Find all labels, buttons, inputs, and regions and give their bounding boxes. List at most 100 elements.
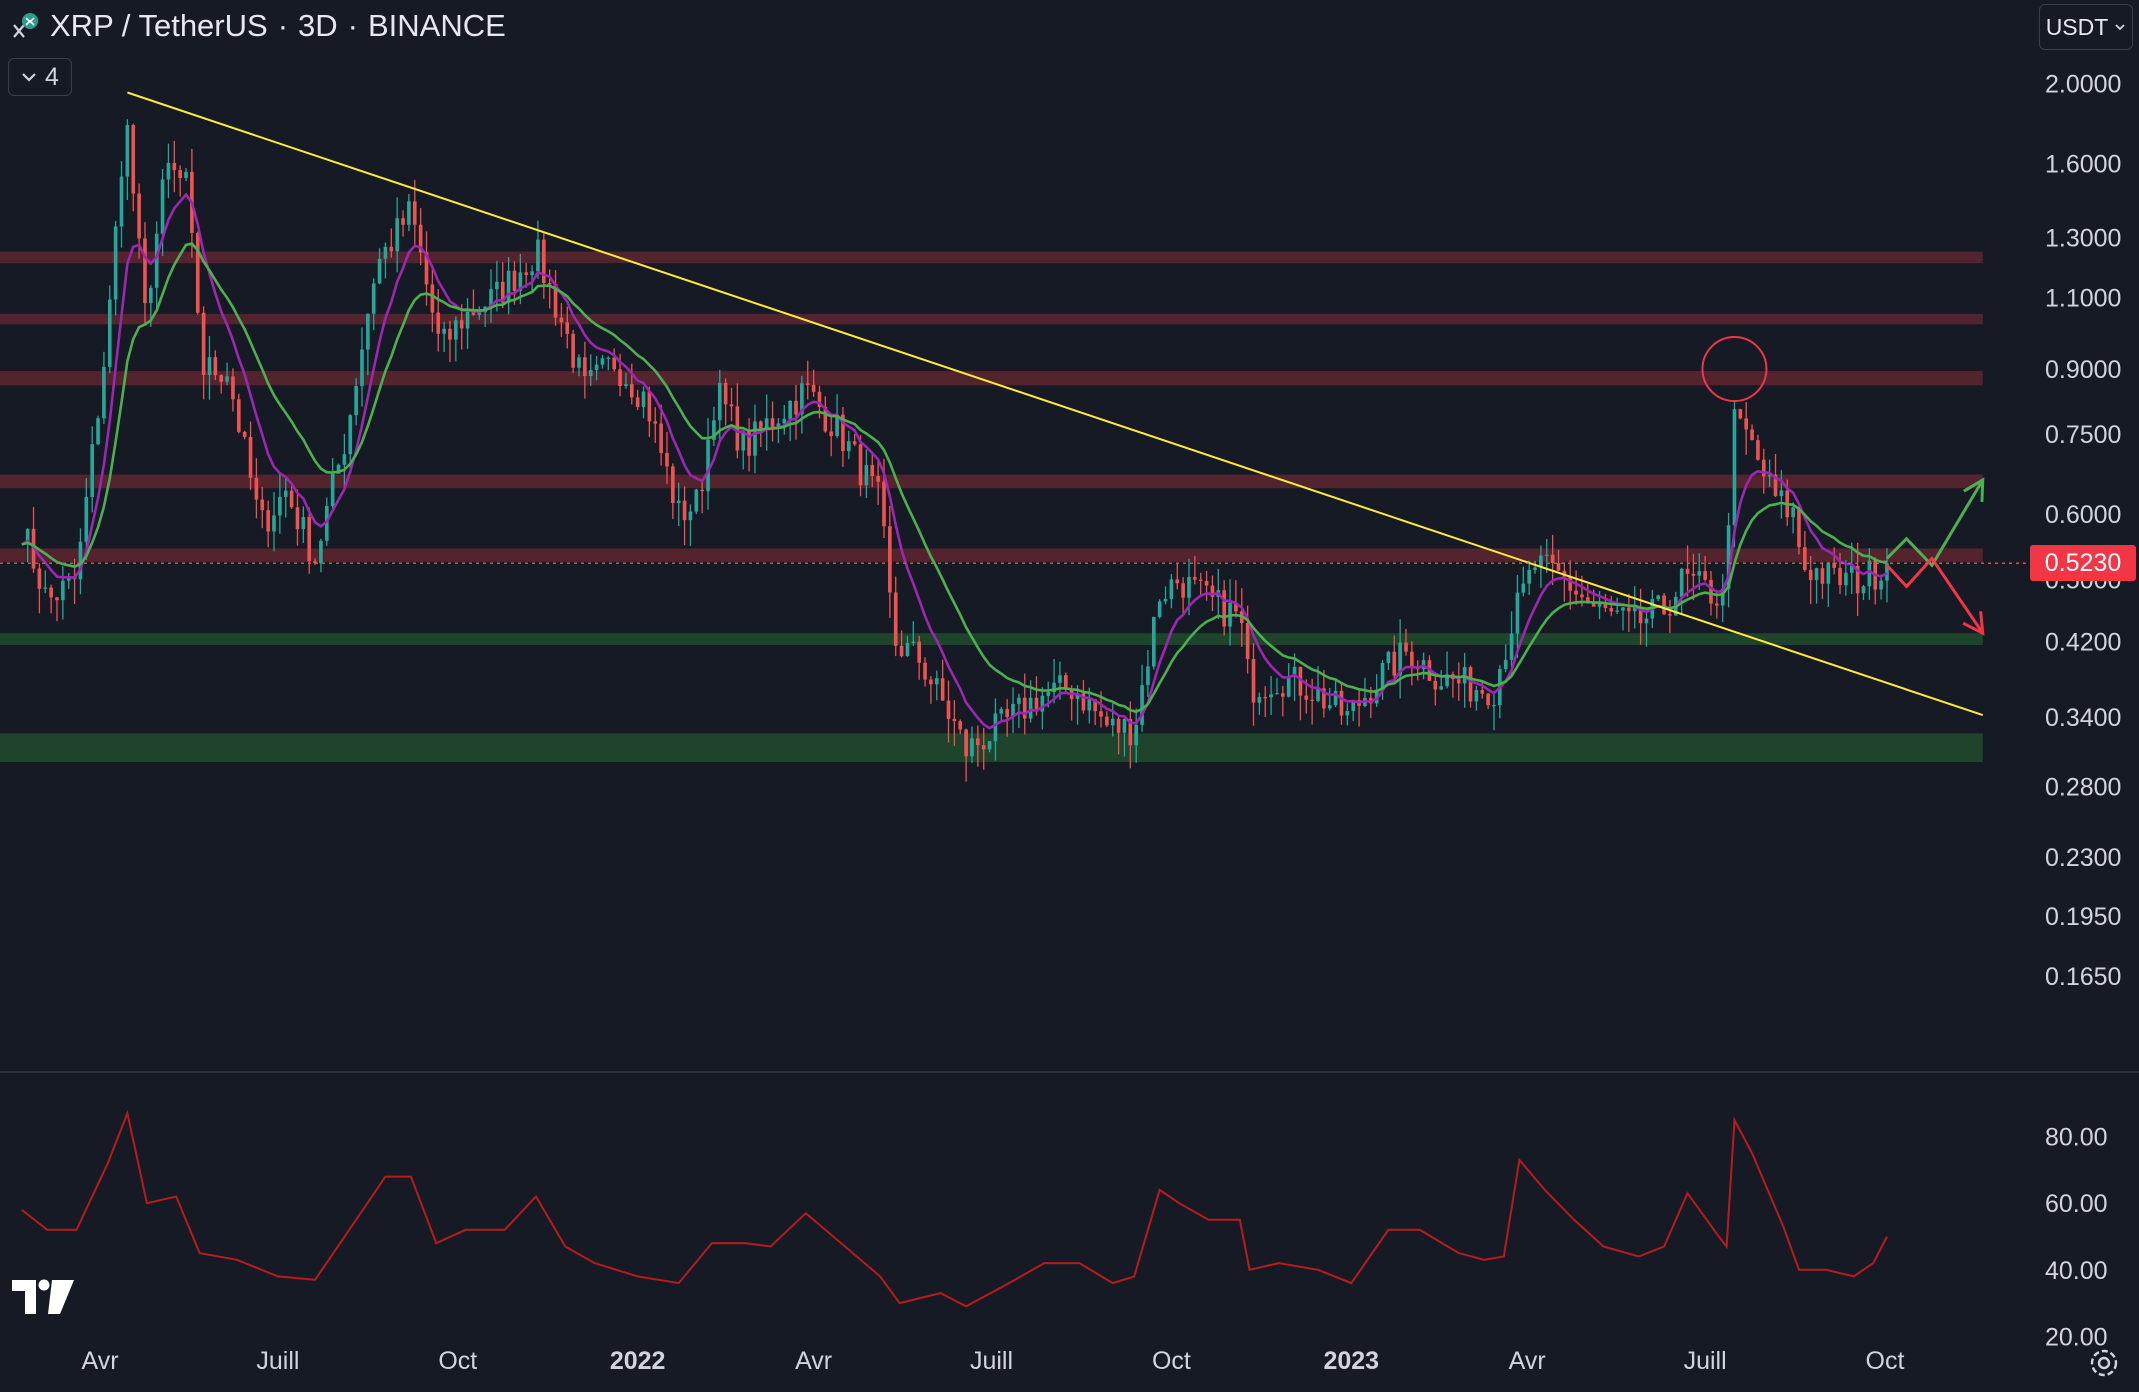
exchange-label: BINANCE — [367, 8, 506, 43]
candle-body — [1093, 699, 1097, 712]
candle-body — [1005, 709, 1009, 717]
candle-body — [1638, 606, 1643, 624]
candle-body — [412, 201, 417, 225]
candle-body — [1685, 568, 1690, 574]
candle-body — [1327, 705, 1332, 709]
candle-body — [113, 226, 118, 300]
candle-body — [1515, 592, 1520, 634]
candle-body — [1539, 555, 1543, 568]
indicators-collapse-button[interactable]: 4 — [8, 58, 72, 96]
candle-body — [1380, 662, 1385, 690]
candle-body — [1099, 711, 1103, 717]
candle-body — [236, 399, 241, 432]
tradingview-logo-icon[interactable] — [12, 1278, 74, 1316]
time-axis-label: Avr — [795, 1347, 832, 1375]
candle-body — [1022, 697, 1027, 719]
candle-body — [800, 383, 804, 415]
candle-body — [1456, 679, 1461, 684]
ma-fast-line — [21, 192, 1888, 730]
candle-body — [1105, 716, 1109, 726]
candle-body — [1234, 602, 1238, 612]
candle-body — [307, 517, 312, 562]
candle-body — [330, 473, 335, 507]
candle-body — [1797, 507, 1801, 548]
candle-body — [841, 414, 845, 452]
candle-body — [1017, 697, 1021, 704]
candle-body — [1621, 607, 1625, 611]
gear-icon[interactable] — [2087, 1346, 2121, 1380]
candle-body — [618, 369, 622, 387]
candle-body — [1445, 674, 1449, 687]
candle-body — [418, 224, 423, 253]
candle-body — [348, 415, 353, 455]
candle-body — [1527, 570, 1531, 584]
price-axis-label: 0.2800 — [2045, 774, 2121, 802]
price-axis-label: 0.6000 — [2045, 501, 2121, 529]
candle-body — [125, 125, 130, 177]
interval-label[interactable]: 3D — [298, 8, 338, 43]
candle-body — [248, 436, 253, 478]
symbol-header: XRP / TetherUS · 3D · BINANCE — [10, 8, 506, 44]
candle-body — [371, 283, 376, 314]
candle-body — [594, 364, 599, 371]
candle-body — [96, 418, 100, 445]
candle-body — [1832, 562, 1836, 568]
candle-body — [1386, 651, 1391, 663]
candle-body — [940, 678, 945, 701]
candle-body — [1292, 666, 1297, 677]
candle-body — [764, 418, 769, 429]
time-axis-label: 2022 — [610, 1347, 666, 1375]
candle-body — [1509, 633, 1514, 660]
candle-body — [1058, 675, 1062, 683]
resistance-zone — [0, 474, 1983, 489]
candle-body — [753, 421, 757, 456]
candle-body — [1046, 691, 1051, 696]
candle-body — [1586, 597, 1590, 604]
candle-body — [1110, 718, 1115, 726]
candle-body — [1157, 601, 1162, 617]
candle-body — [1803, 547, 1807, 570]
candle-body — [1820, 568, 1825, 584]
candle-body — [1122, 719, 1127, 733]
candle-body — [1169, 579, 1174, 600]
close-icon[interactable] — [10, 11, 40, 41]
candle-body — [1773, 474, 1778, 497]
price-axis-label: 0.2300 — [2045, 844, 2121, 872]
time-axis-label: Oct — [438, 1347, 477, 1375]
candle-body — [1697, 571, 1702, 576]
candle-body — [612, 357, 617, 370]
currency-selector[interactable]: USDT — [2039, 4, 2133, 50]
candle-body — [119, 176, 124, 227]
candle-body — [911, 641, 916, 643]
candle-body — [1632, 606, 1637, 612]
candle-body — [1726, 525, 1731, 589]
candle-body — [588, 370, 593, 376]
candle-body — [107, 299, 112, 367]
time-axis-label: Avr — [1509, 1347, 1546, 1375]
candle-body — [266, 510, 270, 532]
candle-body — [1662, 595, 1666, 615]
candle-body — [260, 499, 265, 511]
candle-body — [553, 284, 558, 318]
candle-body — [565, 322, 570, 334]
candle-body — [835, 414, 839, 437]
candle-body — [1703, 571, 1707, 580]
time-axis-label: Avr — [81, 1347, 118, 1375]
candle-body — [1580, 594, 1584, 598]
candle-body — [706, 440, 710, 492]
candle-body — [219, 375, 224, 382]
candle-body — [858, 444, 863, 486]
candle-body — [1521, 583, 1526, 593]
candle-body — [1269, 694, 1273, 698]
candle-body — [759, 421, 763, 429]
candle-body — [846, 441, 851, 452]
symbol-name[interactable]: XRP / TetherUS — [50, 8, 268, 43]
time-axis-label: 2023 — [1323, 1347, 1379, 1375]
candle-body — [1275, 693, 1279, 695]
candle-body — [688, 511, 693, 521]
candle-body — [84, 496, 89, 542]
candle-body — [1034, 697, 1039, 712]
ma-slow-line — [21, 242, 1888, 714]
candle-body — [864, 465, 869, 486]
